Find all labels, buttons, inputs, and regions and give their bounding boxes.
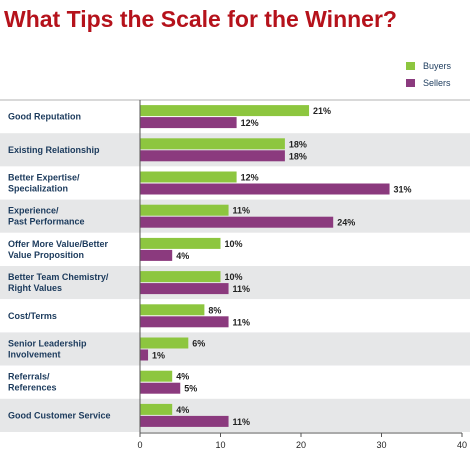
row-band [0,232,470,266]
bar-sellers [140,316,229,328]
x-tick-label: 30 [376,440,386,450]
value-label-sellers: 11% [233,284,251,294]
value-label-sellers: 31% [394,185,412,195]
value-label-buyers: 4% [176,372,189,382]
bar-buyers [140,171,237,183]
legend-label-buyers: Buyers [423,60,452,71]
category-label: Existing Relationship [8,145,100,155]
value-label-buyers: 11% [233,206,251,216]
row-band [0,332,470,366]
value-label-buyers: 8% [208,305,221,315]
legend-item-buyers: Buyers [406,57,451,74]
bar-buyers [140,403,173,415]
value-label-buyers: 10% [225,272,243,282]
category-label: Experience/Past Performance [8,206,85,227]
value-label-sellers: 24% [337,218,355,228]
legend: Buyers Sellers [406,57,451,91]
bar-sellers [140,150,285,162]
bar-sellers [140,117,237,129]
legend-swatch-buyers [406,61,415,70]
category-label: Good Reputation [8,112,81,122]
bar-buyers [140,304,205,316]
bar-sellers [140,249,173,261]
row-band [0,166,470,200]
value-label-buyers: 12% [241,173,259,183]
value-label-sellers: 1% [152,351,165,361]
bar-buyers [140,237,221,249]
row-band [0,266,470,300]
row-band [0,398,470,432]
bar-buyers [140,138,285,150]
value-label-buyers: 18% [289,139,307,149]
x-tick-label: 40 [457,440,467,450]
bar-buyers [140,105,310,117]
value-label-sellers: 5% [184,384,197,394]
legend-swatch-sellers [406,78,415,87]
bar-sellers [140,216,334,228]
bar-buyers [140,271,221,283]
value-label-buyers: 21% [313,106,331,116]
x-tick-label: 0 [137,440,142,450]
value-label-buyers: 6% [192,339,205,349]
row-band [0,365,470,399]
chart-title: What Tips the Scale for the Winner? [4,6,397,32]
value-label-sellers: 11% [233,417,251,427]
x-tick-label: 20 [296,440,306,450]
value-label-buyers: 10% [225,239,243,249]
x-tick-label: 10 [215,440,225,450]
value-label-sellers: 11% [233,317,251,327]
bar-sellers [140,382,181,394]
category-label: Better Expertise/Specialization [8,173,80,194]
bar-buyers [140,337,189,349]
bar-sellers [140,349,149,361]
bar-buyers [140,370,173,382]
row-band [0,299,470,333]
category-label: Cost/Terms [8,311,57,321]
category-label: Senior Leadership Involvement [8,339,87,360]
bar-sellers [140,183,390,195]
bar-buyers [140,204,229,216]
category-label: Referrals/References [8,372,57,393]
value-label-sellers: 4% [176,251,189,261]
category-label: Better Team Chemistry/Right Values [8,272,109,293]
category-label: Offer More Value/Better Value Proposition [8,239,109,260]
bar-sellers [140,283,229,295]
legend-label-sellers: Sellers [423,77,451,88]
value-label-buyers: 4% [176,405,189,415]
bar-sellers [140,415,229,427]
value-label-sellers: 12% [241,118,259,128]
value-label-sellers: 18% [289,151,307,161]
legend-item-sellers: Sellers [406,74,451,91]
category-label: Good Customer Service [8,410,111,420]
